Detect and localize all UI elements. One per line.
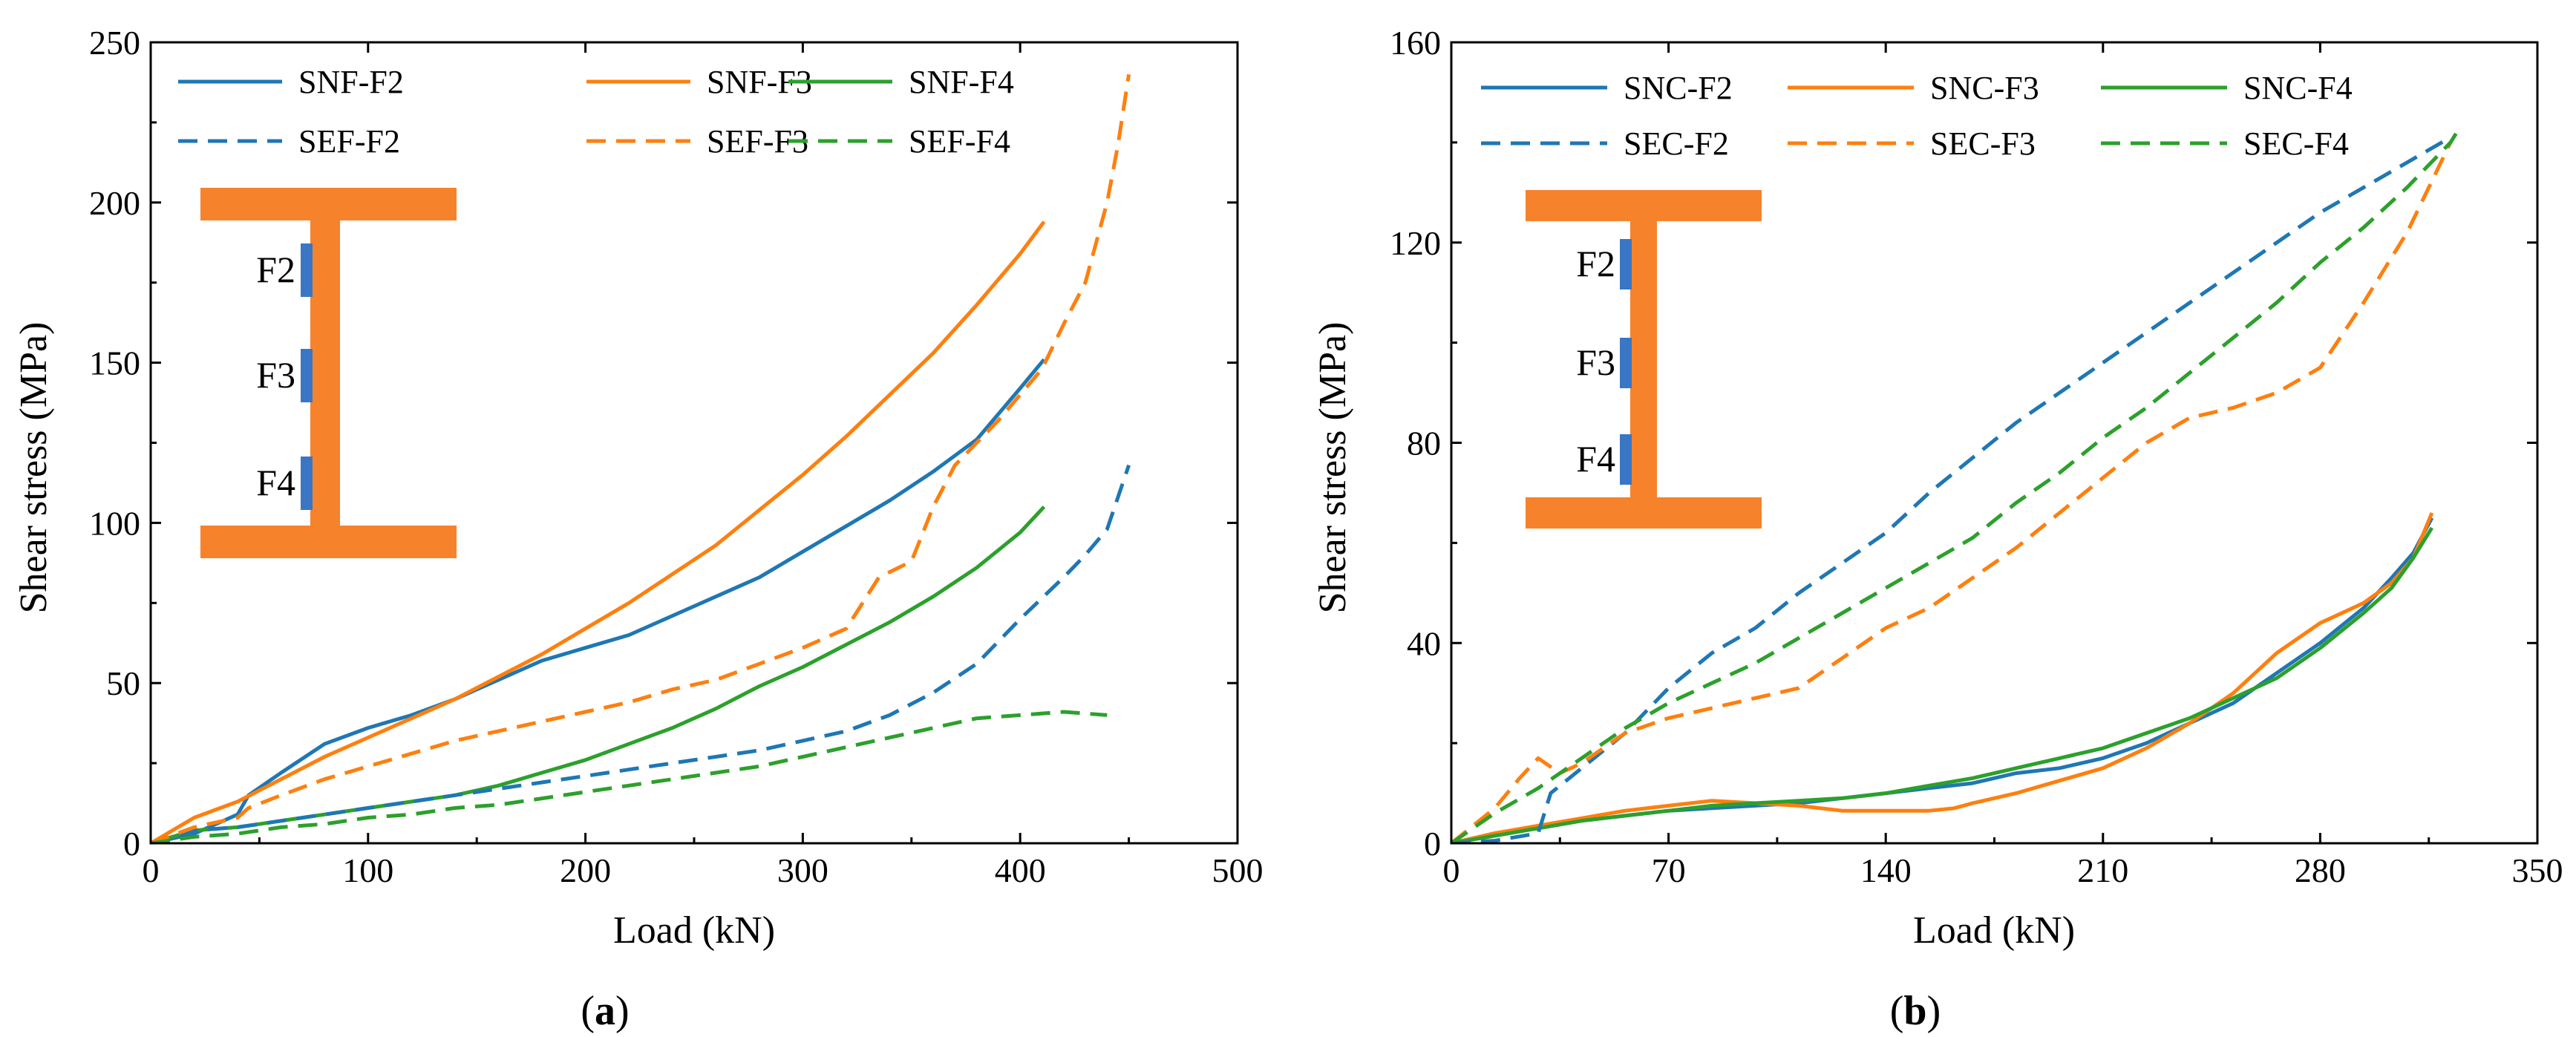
panel-a-inset-label-f4: F4 — [256, 462, 295, 503]
panel-b-inset-label-f4: F4 — [1576, 438, 1615, 480]
panel-b-series-sec-f4 — [1451, 126, 2462, 843]
panel-b-y-tick-label: 0 — [1424, 825, 1441, 863]
panel-a-label: (a) — [581, 988, 629, 1034]
panel-a-y-axis-title: Shear stress (MPa) — [13, 322, 55, 614]
panel-a-legend-item-sef-f3: SEF-F3 — [586, 123, 808, 160]
panel-a-legend-label: SNF-F2 — [298, 64, 404, 100]
panel-a-inset-label-f2: F2 — [256, 249, 295, 290]
panel-a-x-tick-label: 200 — [560, 851, 611, 889]
panel-b-legend-label: SNC-F2 — [1624, 70, 1733, 106]
panel-b-beam-top-flange — [1526, 190, 1762, 221]
panel-b-y-tick-label: 120 — [1390, 224, 1441, 262]
panel-a-y-tick-label: 200 — [89, 184, 140, 222]
panel-b-gauge-f3 — [1620, 338, 1632, 388]
panel-b-series-snc-f4 — [1451, 526, 2434, 843]
panel-b-gauge-f2 — [1620, 239, 1632, 289]
panel-b-x-tick-label: 70 — [1652, 851, 1686, 889]
panel-a-series-snf-f3 — [151, 220, 1046, 843]
panel-b-legend: SNC-F2 SNC-F3 SNC-F4 SEC-F2 SEC-F3 SEC-F4 — [1481, 70, 2353, 162]
panel-b-y-tick-label: 80 — [1407, 425, 1441, 462]
panel-a-beam-top-flange — [200, 188, 457, 220]
panel-a-inset: F2 F3 F4 — [200, 188, 457, 558]
panel-b-y-tick-label: 40 — [1407, 624, 1441, 662]
panel-a-series-sef-f3 — [151, 73, 1131, 843]
panel-a-legend-item-snf-f4: SNF-F4 — [788, 64, 1014, 100]
panel-b-legend-item-snc-f4: SNC-F4 — [2101, 70, 2353, 106]
panel-a-beam-bottom-flange — [200, 526, 457, 558]
panel-b-x-tick-label: 0 — [1443, 851, 1460, 889]
panel-a-x-tick-label: 300 — [777, 851, 828, 889]
panel-b-inset: F2 F3 F4 — [1526, 190, 1762, 529]
panel-b: F2 F3 F4 0 70 140 210 280 350 0 40 80 120 160 SNC-… — [1312, 24, 2563, 1034]
panel-a-legend-label: SEF-F4 — [909, 123, 1010, 160]
panel-a-gauge-f2 — [301, 243, 313, 297]
panel-b-series-snc-f3 — [1451, 511, 2434, 843]
panel-a-x-tick-label: 0 — [143, 851, 160, 889]
panel-a-beam-web — [310, 220, 340, 526]
panel-b-axes: 0 70 140 210 280 350 0 40 80 120 160 — [1390, 24, 2563, 889]
panel-a-y-tick-label: 0 — [123, 825, 140, 863]
panel-a-y-tick-label: 250 — [89, 24, 140, 62]
panel-a-axes: 0 100 200 300 400 500 0 50 100 150 200 250 — [89, 24, 1264, 889]
panel-b-x-tick-label: 350 — [2512, 851, 2563, 889]
panel-b-inset-label-f3: F3 — [1576, 341, 1615, 383]
panel-b-label: (b) — [1890, 988, 1941, 1034]
panel-b-gauge-f4 — [1620, 434, 1632, 485]
panel-b-beam-web — [1630, 221, 1657, 497]
panel-b-x-tick-label: 280 — [2295, 851, 2346, 889]
panel-a-legend-label: SNF-F4 — [909, 64, 1014, 100]
panel-a-y-tick-label: 50 — [106, 664, 140, 702]
panel-a-x-tick-label: 400 — [995, 851, 1046, 889]
panel-a: F2 F3 F4 0 100 200 300 400 500 0 50 100 150 200 250… — [13, 24, 1264, 1034]
panel-b-legend-item-snc-f3: SNC-F3 — [1788, 70, 2039, 106]
panel-b-legend-item-snc-f2: SNC-F2 — [1481, 70, 1733, 106]
panel-a-x-axis-title: Load (kN) — [613, 909, 775, 952]
panel-b-legend-label: SNC-F3 — [1930, 70, 2039, 106]
panel-a-curves — [151, 73, 1131, 843]
panel-b-beam-bottom-flange — [1526, 497, 1762, 529]
panel-b-legend-item-sec-f2: SEC-F2 — [1481, 125, 1729, 162]
panel-a-x-tick-label: 100 — [342, 851, 393, 889]
panel-b-series-sec-f2 — [1451, 135, 2452, 843]
panel-b-series-snc-f2 — [1451, 517, 2434, 843]
panel-a-y-tick-label: 150 — [89, 344, 140, 382]
panel-b-y-axis-title: Shear stress (MPa) — [1312, 322, 1354, 614]
panel-b-legend-label: SEC-F3 — [1930, 125, 2036, 162]
panel-a-x-tick-label: 500 — [1212, 851, 1264, 889]
panel-a-inset-label-f3: F3 — [256, 354, 295, 396]
panel-b-legend-item-sec-f3: SEC-F3 — [1788, 125, 2036, 162]
panel-b-curves — [1451, 126, 2462, 843]
panel-a-legend: SNF-F2 SNF-F3 SNF-F4 SEF-F2 SEF-F3 SEF-F4 — [178, 64, 1014, 160]
panel-a-legend-item-sef-f4: SEF-F4 — [788, 123, 1010, 160]
panel-a-series-snf-f2 — [151, 358, 1046, 843]
panel-b-legend-label: SEC-F2 — [1624, 125, 1729, 162]
panel-b-y-tick-label: 160 — [1390, 24, 1441, 62]
panel-a-series-sef-f4 — [151, 710, 1108, 843]
panel-a-legend-item-snf-f3: SNF-F3 — [586, 64, 812, 100]
panel-b-legend-item-sec-f4: SEC-F4 — [2101, 125, 2349, 162]
panel-b-label-letter: b — [1903, 988, 1926, 1034]
panel-a-gauge-f4 — [301, 457, 313, 510]
panel-b-x-tick-label: 210 — [2077, 851, 2128, 889]
panel-a-gauge-f3 — [301, 349, 313, 402]
panel-a-label-letter: a — [595, 988, 615, 1034]
panel-b-x-axis-title: Load (kN) — [1913, 909, 2075, 952]
panel-b-legend-label: SNC-F4 — [2243, 70, 2353, 106]
panel-b-legend-label: SEC-F4 — [2243, 125, 2349, 162]
panel-b-x-tick-label: 140 — [1860, 851, 1912, 889]
panel-a-y-tick-label: 100 — [89, 504, 140, 542]
panel-a-series-sef-f2 — [151, 464, 1131, 843]
panel-a-legend-item-sef-f2: SEF-F2 — [178, 123, 400, 160]
panel-a-legend-label: SEF-F2 — [298, 123, 400, 160]
panel-a-legend-item-snf-f2: SNF-F2 — [178, 64, 404, 100]
panel-b-inset-label-f2: F2 — [1576, 243, 1615, 284]
